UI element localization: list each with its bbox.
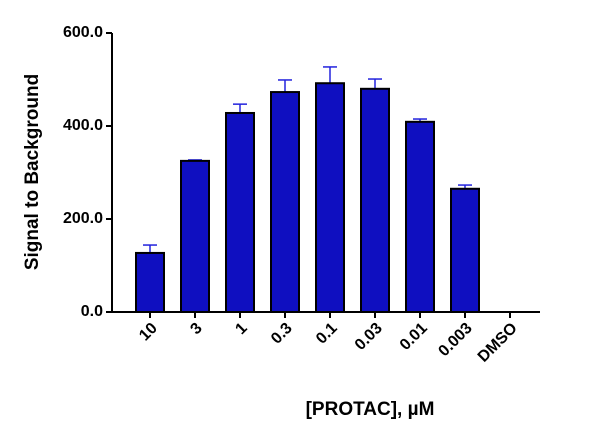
x-tick-label: 0.3 (268, 320, 296, 348)
bar (315, 82, 345, 313)
bar (450, 187, 480, 313)
y-axis-title: Signal to Background (22, 74, 43, 270)
y-tick-label: 200.0 (63, 210, 103, 227)
bar (135, 251, 165, 314)
bar (405, 120, 435, 313)
x-tick-label: 1 (232, 320, 250, 338)
x-tick-label: 10 (136, 320, 161, 345)
x-tick-label: DMSO (475, 320, 521, 366)
bar (270, 91, 300, 314)
x-tick-label: 0.003 (435, 320, 475, 360)
x-axis-title: [PROTAC], µM (306, 399, 435, 420)
y-tick-label: 0.0 (81, 303, 103, 320)
x-tick-label: 3 (187, 320, 205, 338)
y-tick-label: 400.0 (63, 117, 103, 134)
x-tick-label: 0.1 (313, 320, 341, 348)
x-tick-label: 0.03 (352, 320, 386, 354)
bar (180, 159, 210, 313)
bar (225, 111, 255, 314)
x-tick-label: 0.01 (397, 320, 431, 354)
y-tick-label: 600.0 (63, 24, 103, 41)
bar (360, 87, 390, 313)
